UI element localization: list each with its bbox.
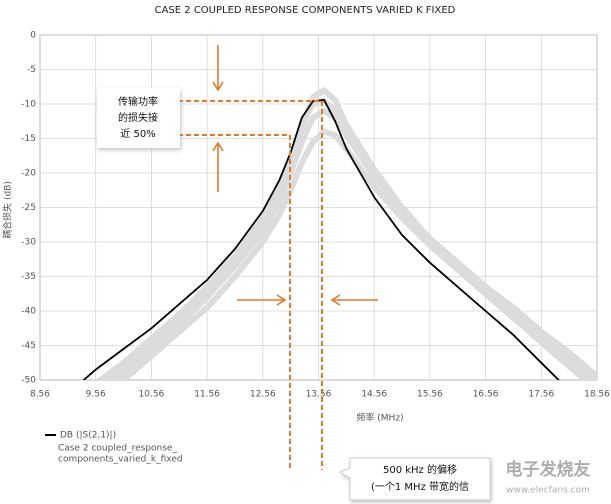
y-tick-label: -50 [21, 376, 36, 386]
annotation-lines [178, 45, 378, 470]
plot-frame [39, 34, 598, 381]
x-tick-label: 16.56 [473, 390, 499, 400]
x-axis-label: 频率 (MHz) [356, 412, 403, 424]
x-tick-label: 17.56 [528, 390, 554, 400]
legend-note: Case 2 coupled_response_ [58, 444, 177, 454]
annotation-box [97, 88, 180, 148]
annotation-box [338, 457, 491, 501]
annotation-text: (一个1 MHz 带宽的信 [371, 480, 469, 493]
legend-label: DB (|S(2,1)|) [60, 431, 116, 441]
grid [39, 34, 598, 381]
x-tick-label: 13.56 [306, 390, 332, 400]
series-line [95, 97, 594, 380]
x-tick-label: 9.56 [86, 390, 106, 400]
y-tick-label: -15 [21, 134, 36, 144]
y-tick-label: -40 [21, 307, 36, 317]
x-tick-label: 12.56 [250, 390, 276, 400]
plot-lines [82, 87, 597, 380]
x-tick-label: 10.56 [139, 390, 165, 400]
series-line [109, 107, 597, 380]
x-tick-label: 18.56 [584, 390, 610, 400]
watermark: www.elecfans.com [506, 486, 590, 496]
arrow [212, 45, 224, 92]
y-axis-label: 耦合损失 (dB) [2, 181, 14, 239]
ticks: 0 -5 -10 -15 -20 -25 -30 -35 -40 -45 -50 8.56 9.56 10… [21, 31, 610, 400]
watermark: 电子发烧友 [506, 459, 591, 480]
annotation-text: 传输功率 [118, 95, 158, 108]
y-tick-label: -10 [21, 100, 36, 110]
y-tick-label: 0 [30, 31, 36, 41]
y-tick-label: -45 [21, 341, 36, 351]
chart-title: CASE 2 COUPLED RESPONSE COMPONENTS VARIE… [155, 5, 456, 16]
y-tick-label: -35 [21, 272, 36, 282]
y-tick-label: -25 [21, 203, 36, 213]
x-tick-label: 14.56 [361, 390, 387, 400]
arrow [212, 141, 224, 192]
x-tick-label: 11.56 [194, 390, 220, 400]
annotation-text: 的损失接 [118, 111, 158, 124]
y-tick-label: -30 [21, 238, 36, 248]
annotation-text: 500 kHz 的偏移 [383, 463, 457, 476]
arrow [330, 294, 378, 306]
x-tick-label: 8.56 [30, 390, 50, 400]
arrow [237, 294, 287, 306]
y-tick-label: -20 [21, 169, 36, 179]
annotation-text: 近 50% [120, 127, 155, 140]
legend-note: components_varied_k_fixed [58, 455, 183, 465]
x-tick-label: 15.56 [417, 390, 443, 400]
y-tick-label: -5 [27, 65, 36, 75]
